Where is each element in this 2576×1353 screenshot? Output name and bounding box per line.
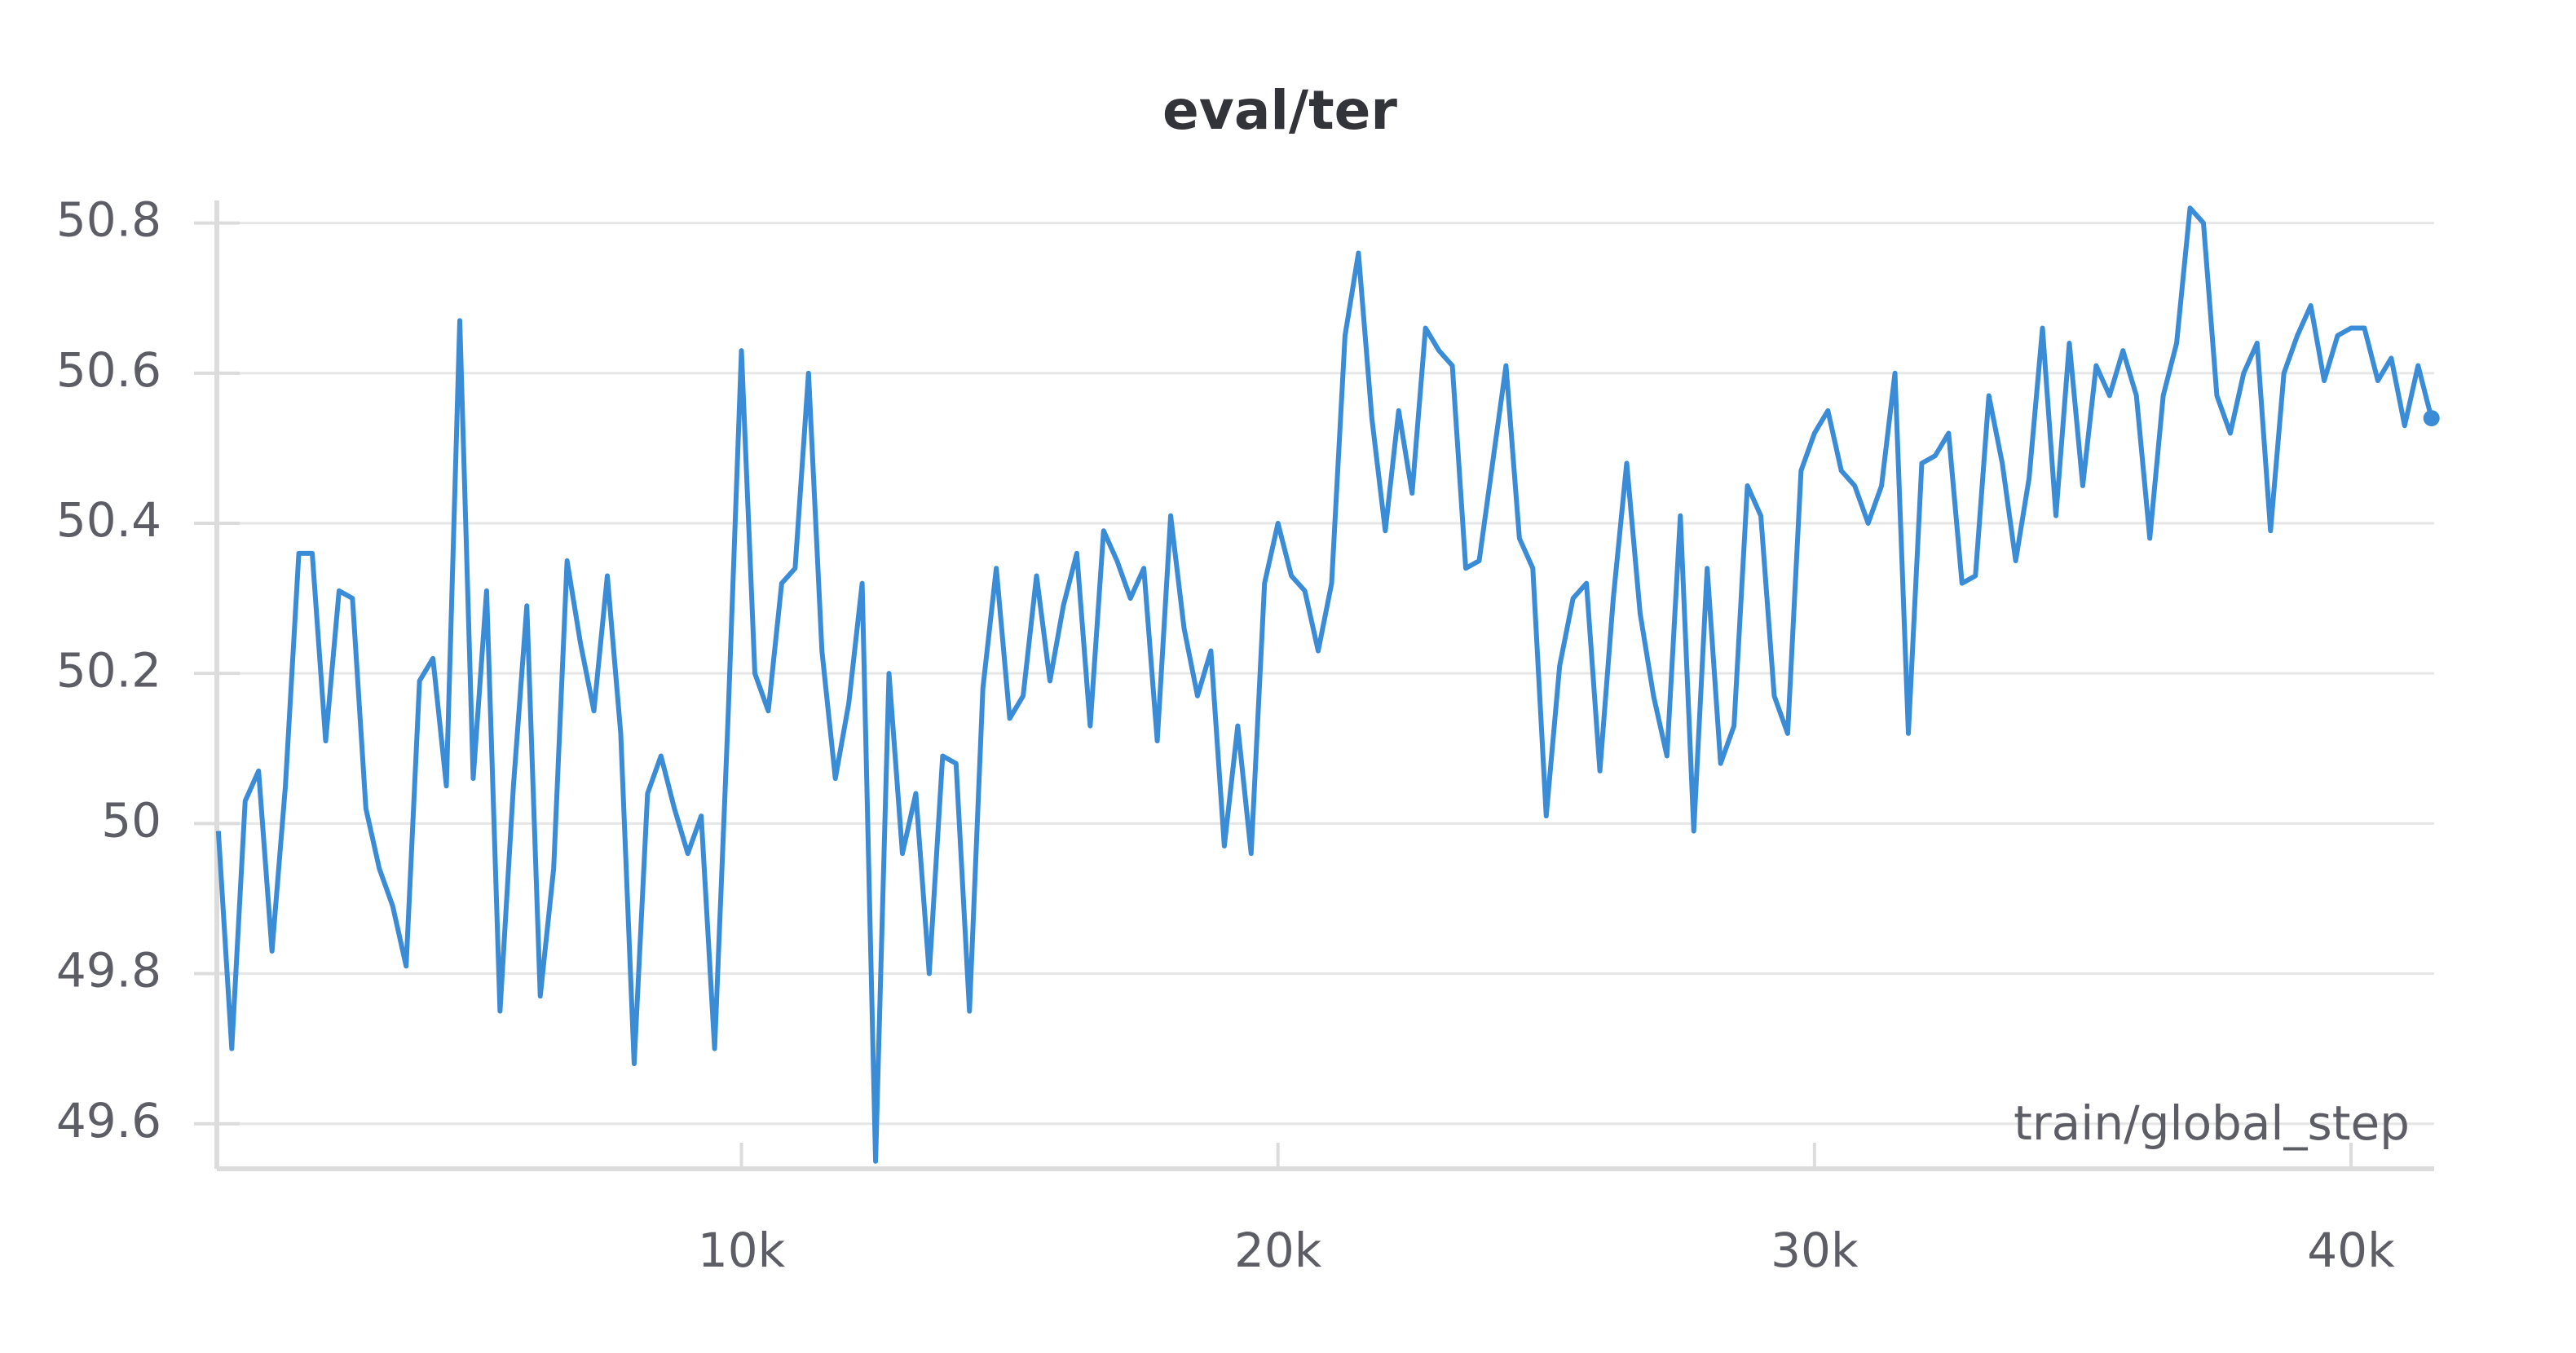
x-tick-label: 30k: [1771, 1223, 1859, 1278]
y-tick-label: 50.4: [56, 492, 161, 548]
x-tick-label: 40k: [2307, 1223, 2395, 1278]
y-tick-label: 50.8: [56, 192, 161, 248]
y-tick-label: 50: [101, 792, 161, 848]
y-tick-label: 50.2: [56, 642, 161, 698]
y-tick-label: 49.6: [56, 1093, 161, 1148]
y-tick-label: 49.8: [56, 943, 161, 998]
x-tick-label: 10k: [698, 1223, 786, 1278]
y-tick-label: 50.6: [56, 342, 161, 398]
series-line: [215, 205, 2434, 1164]
chart-title: eval/ter: [1162, 79, 1397, 142]
x-axis-label: train/global_step: [2014, 1095, 2410, 1151]
end-point: [2423, 410, 2440, 427]
x-tick-label: 20k: [1234, 1223, 1322, 1278]
